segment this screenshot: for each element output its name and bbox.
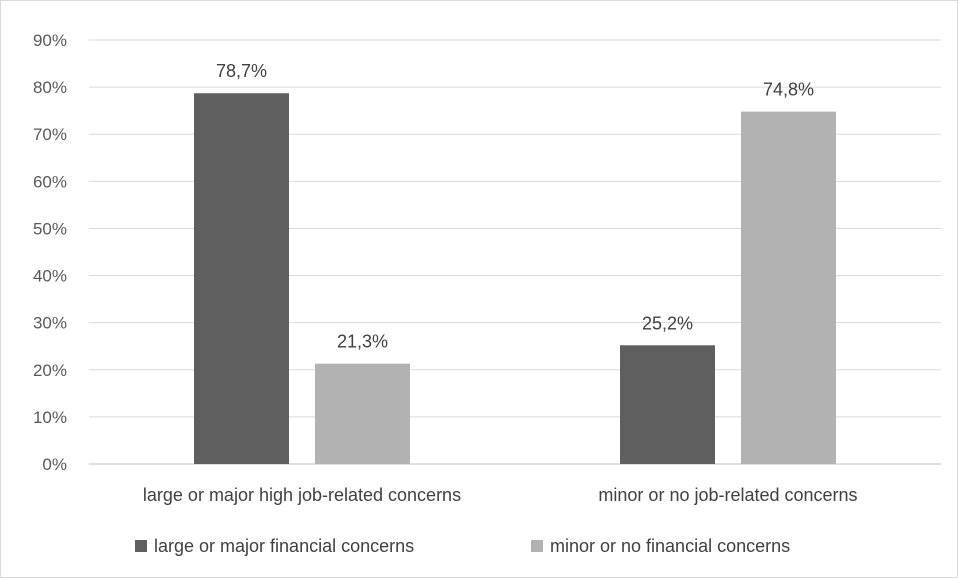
bar-1-0 [620, 345, 715, 464]
y-tick-label: 70% [33, 125, 67, 144]
legend-swatch [135, 540, 147, 552]
bar-1-1 [741, 111, 836, 464]
legend-swatch [531, 540, 543, 552]
data-label: 21,3% [337, 332, 388, 352]
y-tick-label: 10% [33, 408, 67, 427]
y-tick-label: 50% [33, 219, 67, 238]
y-axis-tick-labels: 0% 10% 20% 30% 40% 50% 60% 70% 80% 90% [33, 31, 67, 474]
bar-0-0 [194, 93, 289, 464]
y-tick-label: 30% [33, 314, 67, 333]
category-label: minor or no job-related concerns [598, 485, 857, 505]
data-label: 74,8% [763, 80, 814, 100]
data-label: 25,2% [642, 313, 693, 333]
y-tick-label: 80% [33, 78, 67, 97]
data-labels: 78,7% 21,3% 25,2% 74,8% [216, 61, 814, 351]
data-label: 78,7% [216, 61, 267, 81]
y-tick-label: 20% [33, 361, 67, 380]
bar-0-1 [315, 363, 410, 464]
legend: large or major financial concerns minor o… [135, 536, 790, 556]
bars [194, 93, 836, 464]
category-label: large or major high job-related concerns [143, 485, 461, 505]
y-tick-label: 0% [42, 455, 67, 474]
y-tick-label: 60% [33, 172, 67, 191]
legend-label: large or major financial concerns [154, 536, 414, 556]
y-tick-label: 40% [33, 267, 67, 286]
category-labels: large or major high job-related concerns… [143, 485, 858, 505]
legend-label: minor or no financial concerns [550, 536, 790, 556]
y-tick-label: 90% [33, 31, 67, 50]
